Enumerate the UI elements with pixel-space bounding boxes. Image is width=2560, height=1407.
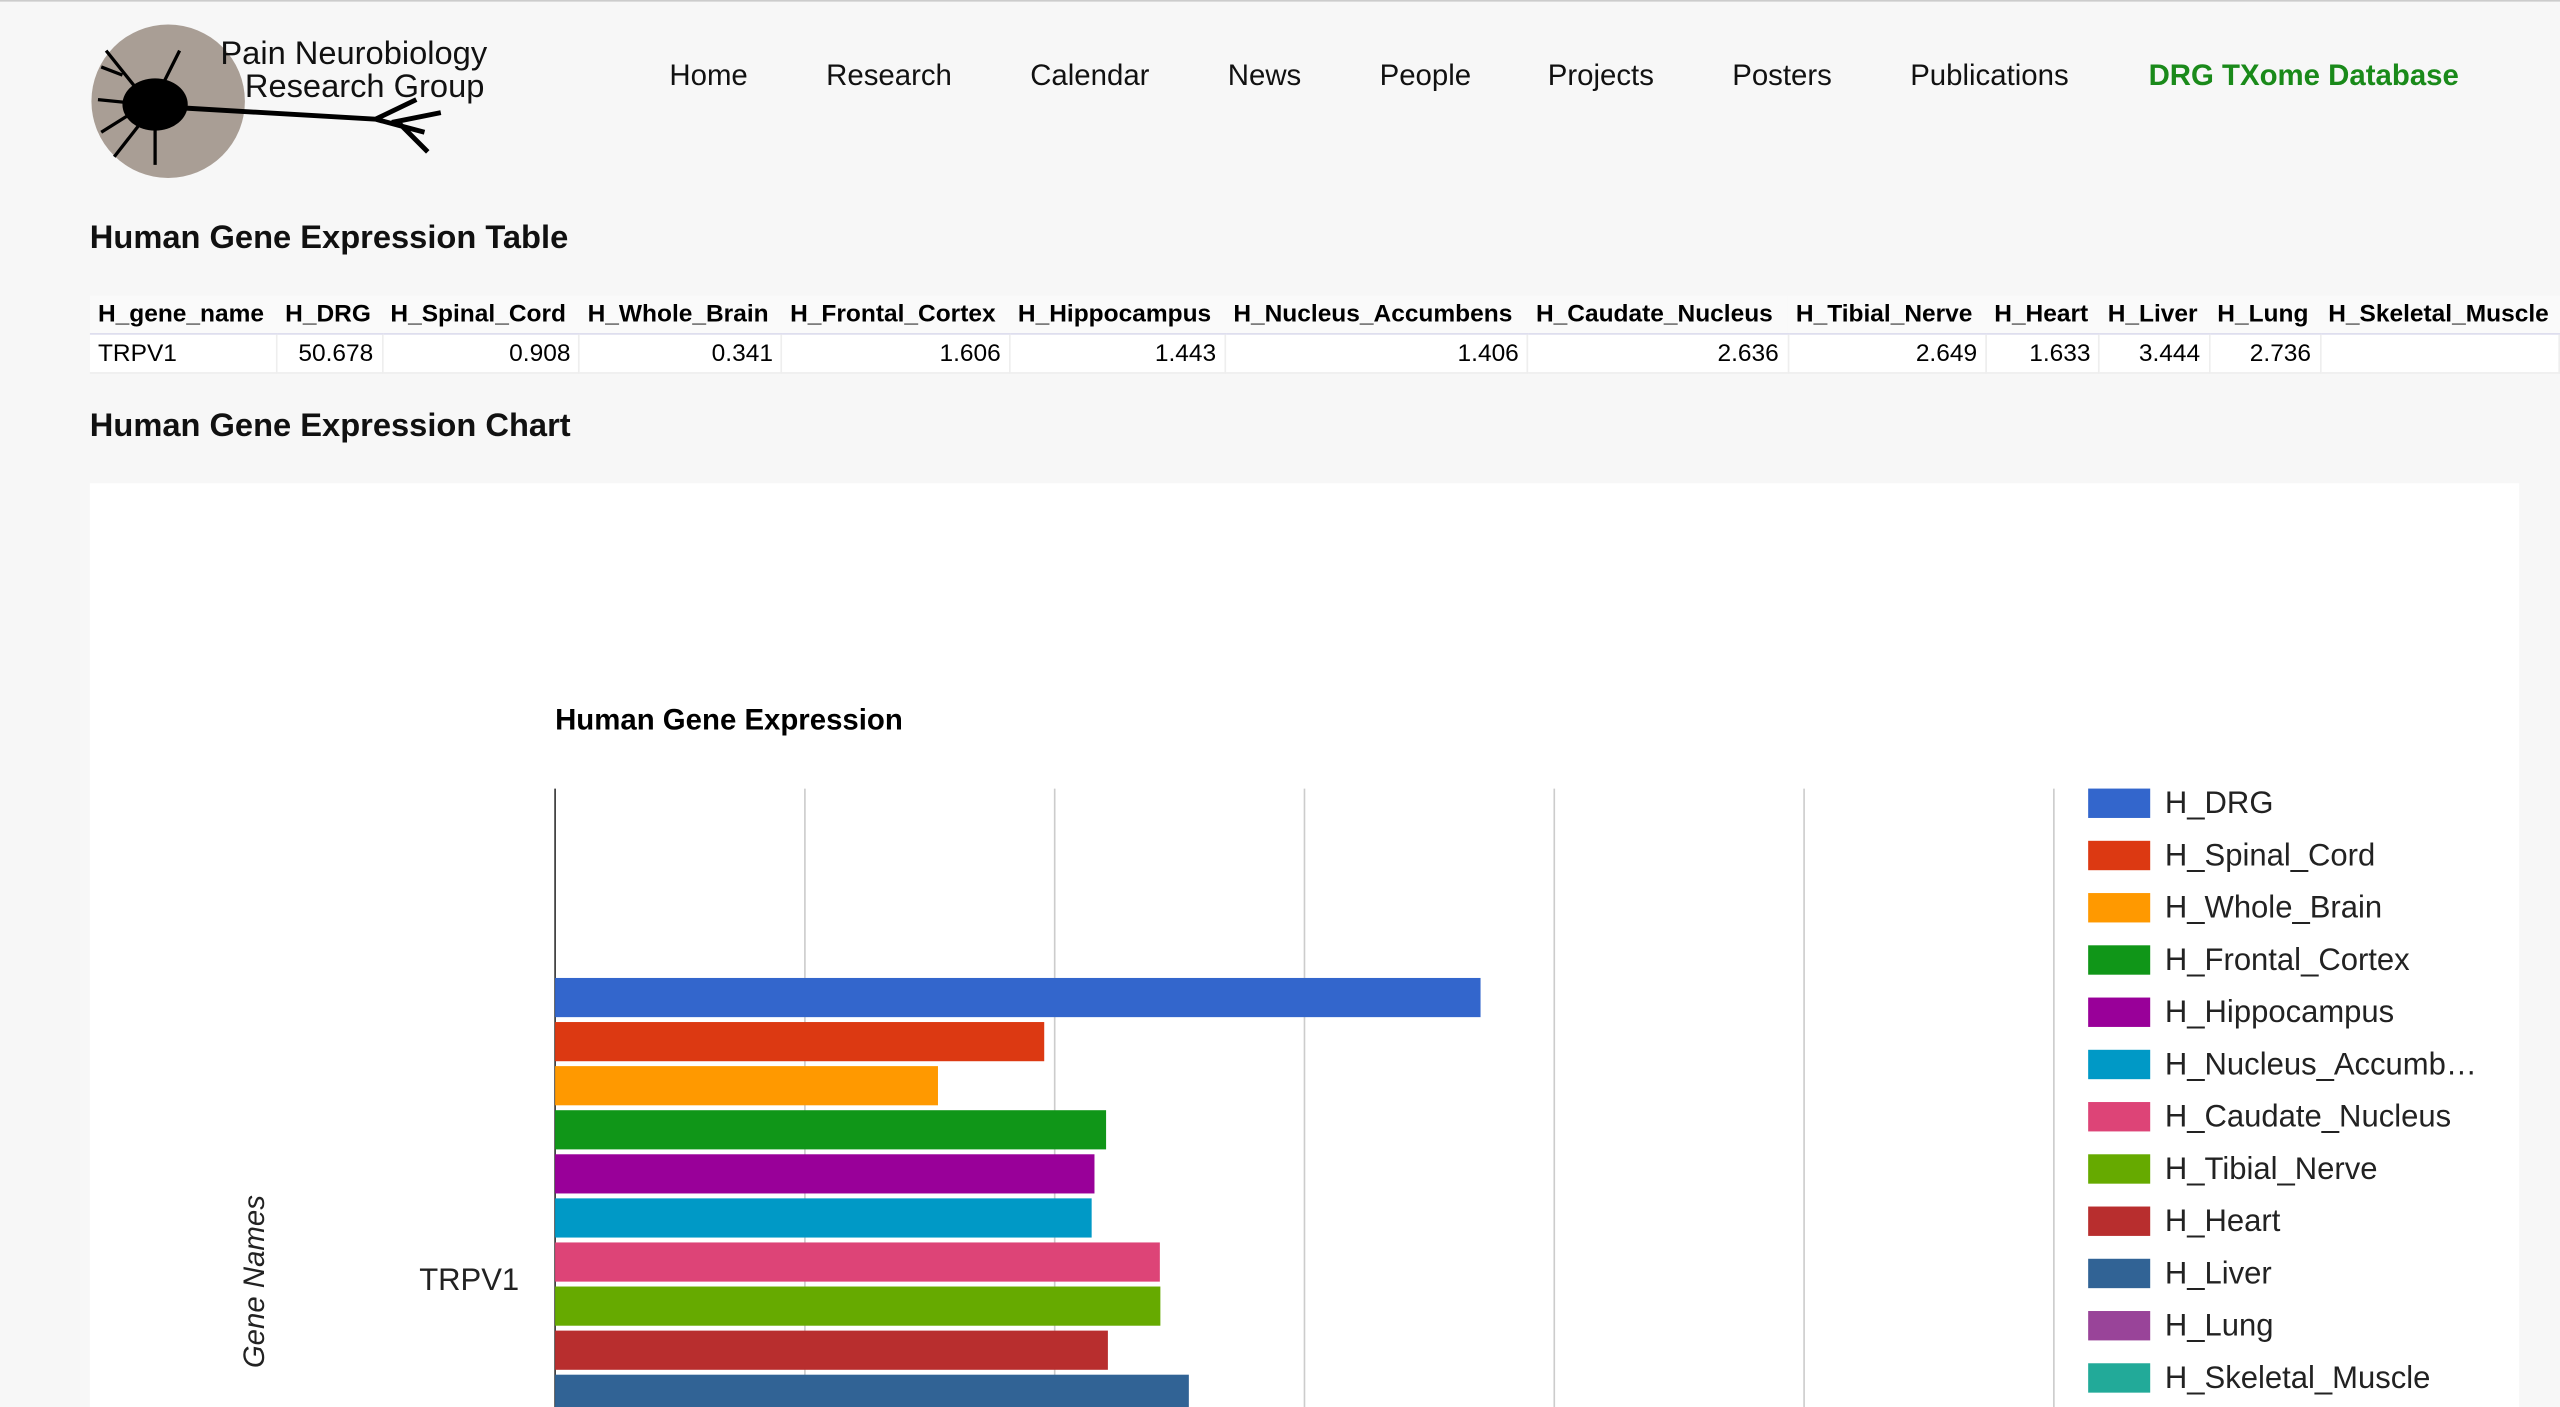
bar (555, 1330, 1108, 1370)
legend-label: H_DRG (2165, 785, 2274, 820)
logo-text: Research Group (245, 67, 484, 104)
legend-label: H_Caudate_Nucleus (2165, 1099, 2451, 1134)
table-cell (2320, 333, 2560, 374)
column-header: H_Caudate_Nucleus (1527, 295, 1788, 335)
nav-link[interactable]: News (1227, 58, 1302, 92)
column-header: H_Whole_Brain (579, 295, 782, 335)
column-header: H_Hippocampus (1009, 295, 1226, 335)
legend-label: H_Nucleus_Accumb… (2165, 1046, 2477, 1081)
y-tick-label: TRPV1 (419, 1262, 519, 1297)
legend-label: H_Whole_Brain (2165, 890, 2382, 925)
table-cell: 50.678 (276, 333, 384, 374)
legend-swatch (2088, 840, 2151, 871)
table-cell: TRPV1 (89, 333, 278, 374)
table: H_gene_name H_DRG H_Spinal_Cord H_Whole_Bra… (89, 295, 2560, 374)
section-title: Human Gene Expression Chart (89, 408, 571, 445)
chart: Human Gene Expression Gene Names TRPV1 H_… (238, 703, 2477, 1407)
legend-label: H_Spinal_Cord (2165, 837, 2375, 872)
table-cell: 0.908 (382, 333, 581, 374)
logo-text: Pain Neurobiology (220, 34, 487, 71)
nav-link[interactable]: Publications (1910, 58, 2069, 92)
bar (555, 1022, 1045, 1062)
column-header: H_Tibial_Nerve (1787, 295, 1987, 335)
legend-swatch (2088, 1363, 2151, 1393)
legend-swatch (2088, 1154, 2151, 1184)
y-axis-title: Gene Names (238, 1195, 271, 1368)
legend-swatch (2088, 945, 2151, 975)
table-wrap: H_gene_name H_DRG H_Spinal_Cord H_Whole_Bra… (89, 295, 2560, 374)
table-body: TRPV1 50.678 0.908 0.341 1.606 1.443 1.406 2.63… (89, 333, 2560, 374)
chart-title: Human Gene Expression (555, 703, 903, 736)
table-cell: 2.636 (1527, 333, 1789, 374)
table-cell: 1.406 (1225, 333, 1529, 374)
table-cell: 1.606 (781, 333, 1011, 374)
column-header: H_DRG (276, 295, 383, 335)
bar (555, 1198, 1092, 1238)
bar (555, 1110, 1107, 1150)
nav-link[interactable]: Projects (1547, 58, 1654, 92)
legend-label: H_Tibial_Nerve (2165, 1151, 2378, 1186)
legend-label: H_Hippocampus (2165, 994, 2394, 1029)
legend-swatch (2088, 788, 2151, 818)
table-cell: 1.633 (1986, 333, 2101, 374)
table-cell: 2.649 (1787, 333, 1987, 374)
legend-swatch (2088, 893, 2151, 923)
table-cell: 2.736 (2209, 333, 2321, 374)
legend-swatch (2088, 997, 2151, 1027)
legend-swatch (2088, 1206, 2151, 1236)
nav-link[interactable]: Home (669, 58, 748, 92)
bar (555, 1242, 1160, 1282)
logo-soma (122, 78, 188, 131)
section-title: Human Gene Expression Table (89, 220, 569, 257)
column-header: H_Nucleus_Accumbens (1225, 295, 1528, 335)
bar (555, 1154, 1095, 1194)
legend-swatch (2088, 1102, 2151, 1132)
legend-label: H_Lung (2165, 1308, 2274, 1343)
bar (555, 977, 1481, 1018)
header-row: H_gene_name H_DRG H_Spinal_Cord H_Whole_Bra… (89, 295, 2560, 335)
nav-link[interactable]: People (1379, 58, 1472, 92)
legend-label: H_Heart (2165, 1203, 2281, 1238)
column-header: H_Frontal_Cortex (781, 295, 1010, 335)
column-header: H_Liver (2099, 295, 2210, 335)
legend-swatch (2088, 1258, 2151, 1289)
nav-link[interactable]: Posters (1732, 58, 1832, 92)
table-cell: 3.444 (2099, 333, 2210, 374)
table-cell: 1.443 (1009, 333, 1226, 374)
nav-link[interactable]: DRG TXome Database (2148, 58, 2459, 92)
table-cell: 0.341 (579, 333, 783, 374)
legend-swatch (2088, 1049, 2151, 1080)
logo-neuron (97, 49, 442, 165)
legend-label: H_Frontal_Cortex (2165, 942, 2410, 977)
column-header: H_gene_name (89, 295, 277, 335)
column-header: H_Spinal_Cord (382, 295, 580, 335)
legend-swatch (2088, 1311, 2151, 1341)
bar (555, 1066, 938, 1106)
nav-link[interactable]: Calendar (1030, 58, 1150, 92)
column-header: H_Lung (2209, 295, 2321, 335)
legend-label: H_Liver (2165, 1255, 2272, 1290)
nav-link[interactable]: Research (826, 58, 952, 92)
column-header: H_Skeletal_Muscle (2320, 295, 2560, 335)
legend-label: H_Skeletal_Muscle (2165, 1360, 2430, 1395)
bar (555, 1286, 1161, 1326)
column-header: H_Heart (1986, 295, 2100, 335)
bar (555, 1374, 1189, 1407)
table-row: TRPV1 50.678 0.908 0.341 1.606 1.443 1.406 2.63… (89, 333, 2560, 374)
